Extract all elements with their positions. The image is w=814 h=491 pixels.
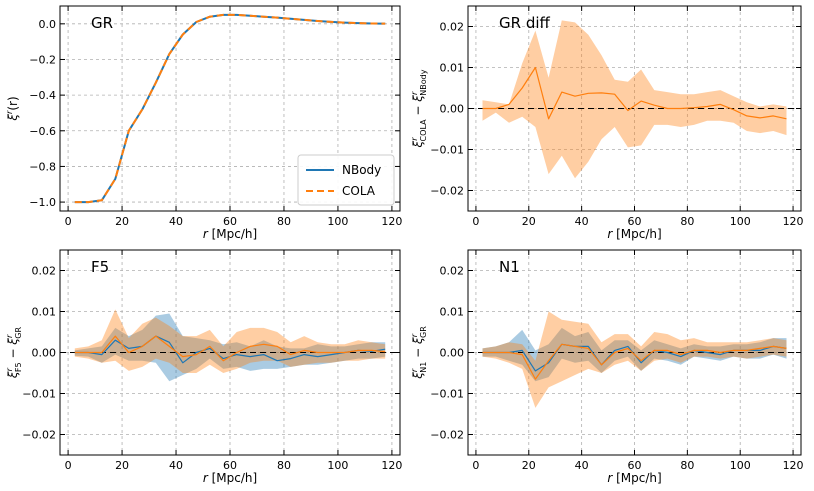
x-tick-label: 100 bbox=[327, 215, 348, 228]
panel-title: N1 bbox=[499, 258, 520, 276]
x-tick-label: 0 bbox=[472, 459, 479, 472]
x-tick-label: 80 bbox=[680, 459, 694, 472]
band-cola bbox=[482, 20, 787, 179]
y-tick-label: 0.02 bbox=[32, 265, 57, 278]
y-tick-label: 0.02 bbox=[440, 21, 465, 34]
series-line-cola bbox=[482, 66, 787, 120]
y-tick-label: −0.2 bbox=[29, 53, 56, 66]
y-tick-label: −0.02 bbox=[22, 429, 56, 442]
x-tick-label: 100 bbox=[730, 459, 751, 472]
panel-bottom-right: 0 20 40 60 80 100 120 −0.02 −0.01 0.00 0.01 0.02 N1 r… bbox=[410, 249, 804, 485]
y-tick-label: −0.6 bbox=[29, 125, 56, 138]
x-tick-label: 60 bbox=[223, 459, 237, 472]
x-tick-label: 40 bbox=[575, 459, 589, 472]
series-line-cola bbox=[482, 343, 787, 380]
panel-top-right: 0 20 40 60 80 100 120 −0.02 −0.01 0.00 0.01 0.02 GR … bbox=[410, 5, 804, 241]
panel-title: F5 bbox=[91, 258, 109, 276]
y-axis-label: ξrCOLA​ − ξrNBody​ bbox=[410, 69, 428, 148]
x-tick-label: 80 bbox=[277, 215, 291, 228]
plot-area bbox=[468, 311, 801, 408]
x-tick-label: 120 bbox=[783, 215, 804, 228]
legend-label-nbody: NBody bbox=[342, 163, 381, 177]
x-tick-label: 40 bbox=[169, 459, 183, 472]
x-tick-label: 100 bbox=[730, 215, 751, 228]
legend: NBody COLA bbox=[297, 154, 395, 206]
x-tick-label: 20 bbox=[522, 459, 536, 472]
x-axis-label: r [Mpc/h] bbox=[607, 227, 661, 241]
series-line-cola bbox=[74, 13, 386, 204]
y-tick-label: −0.4 bbox=[29, 89, 56, 102]
y-axis-label: ξrF5​ − ξrGR​ bbox=[5, 326, 23, 379]
x-tick-label: 120 bbox=[381, 459, 402, 472]
panel-bottom-left: 0 20 40 60 80 100 120 −0.02 −0.01 0.00 0.01 0.02 F5 r… bbox=[5, 249, 402, 485]
y-tick-label: −0.01 bbox=[430, 388, 464, 401]
y-axis-label: ξrN1​ − ξrGR​ bbox=[410, 326, 428, 380]
x-tick-label: 100 bbox=[327, 459, 348, 472]
x-tick-label: 20 bbox=[115, 459, 129, 472]
x-tick-label: 120 bbox=[381, 215, 402, 228]
panel-top-left: 0 20 40 60 80 100 120 −1.0 −0.8 −0.6 −0.4 −0.2 0.0 GR… bbox=[5, 5, 402, 241]
legend-box bbox=[297, 154, 395, 206]
y-tick-label: −0.01 bbox=[22, 388, 56, 401]
y-tick-label: 0.0 bbox=[39, 18, 57, 31]
x-tick-label: 40 bbox=[169, 215, 183, 228]
y-tick-label: −0.01 bbox=[430, 144, 464, 157]
y-tick-label: 0.00 bbox=[440, 103, 465, 116]
x-tick-label: 60 bbox=[628, 215, 642, 228]
y-tick-label: −0.8 bbox=[29, 160, 56, 173]
plot-area bbox=[74, 13, 386, 204]
series-line-cola bbox=[74, 335, 386, 362]
x-tick-label: 120 bbox=[783, 459, 804, 472]
x-tick-label: 60 bbox=[628, 459, 642, 472]
y-tick-label: 0.00 bbox=[440, 347, 465, 360]
y-tick-label: 0.02 bbox=[440, 265, 465, 278]
band-cola bbox=[482, 311, 787, 408]
plot-area bbox=[60, 309, 400, 382]
x-axis-label: r [Mpc/h] bbox=[203, 227, 257, 241]
plot-area bbox=[468, 20, 801, 179]
y-axis-label: ξr​(r) bbox=[5, 96, 20, 121]
panel-title: GR bbox=[91, 14, 113, 32]
x-tick-label: 80 bbox=[277, 459, 291, 472]
panel-title: GR diff bbox=[499, 14, 551, 32]
y-tick-label: −0.02 bbox=[430, 185, 464, 198]
x-tick-label: 40 bbox=[575, 215, 589, 228]
x-tick-label: 80 bbox=[680, 215, 694, 228]
x-tick-label: 0 bbox=[65, 459, 72, 472]
y-tick-label: 0.00 bbox=[32, 347, 57, 360]
y-tick-label: 0.01 bbox=[440, 62, 465, 75]
y-tick-label: −0.02 bbox=[430, 429, 464, 442]
x-axis-label: r [Mpc/h] bbox=[203, 471, 257, 485]
y-tick-label: 0.01 bbox=[440, 306, 465, 319]
band-nbody bbox=[74, 313, 386, 382]
x-tick-label: 20 bbox=[115, 215, 129, 228]
band-cola bbox=[74, 309, 386, 373]
y-tick-label: −1.0 bbox=[29, 196, 56, 209]
x-tick-label: 0 bbox=[472, 215, 479, 228]
x-tick-label: 0 bbox=[65, 215, 72, 228]
x-tick-label: 60 bbox=[223, 215, 237, 228]
x-axis-label: r [Mpc/h] bbox=[607, 471, 661, 485]
legend-label-cola: COLA bbox=[342, 184, 376, 198]
y-tick-label: 0.01 bbox=[32, 306, 57, 319]
x-tick-label: 20 bbox=[522, 215, 536, 228]
